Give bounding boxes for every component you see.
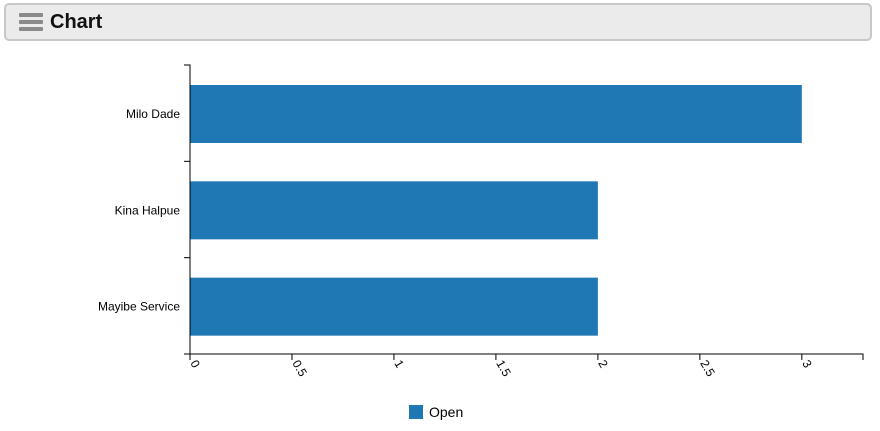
y-tick-label: Kina Halpue [115,203,181,217]
y-axis-line [184,64,191,355]
chart-panel-header: Chart [4,3,872,41]
legend-label: Open [429,404,463,420]
bars-layer [190,85,802,336]
legend: Open [409,404,463,420]
x-axis-line [189,353,864,360]
y-tick-label: Milo Dade [126,107,180,121]
x-tick-label: 0.5 [289,358,310,380]
x-tick-label: 2.5 [697,358,718,380]
panel-title: Chart [50,10,103,33]
bar-milo-dade [190,85,802,143]
legend-swatch [409,405,423,419]
hamburger-menu-icon[interactable] [19,12,43,32]
y-tick-label: Mayibe Service [98,300,180,314]
x-tick-label: 1.5 [493,358,514,380]
bar-mayibe-service [190,277,598,336]
bar-kina-halpue [190,181,598,240]
